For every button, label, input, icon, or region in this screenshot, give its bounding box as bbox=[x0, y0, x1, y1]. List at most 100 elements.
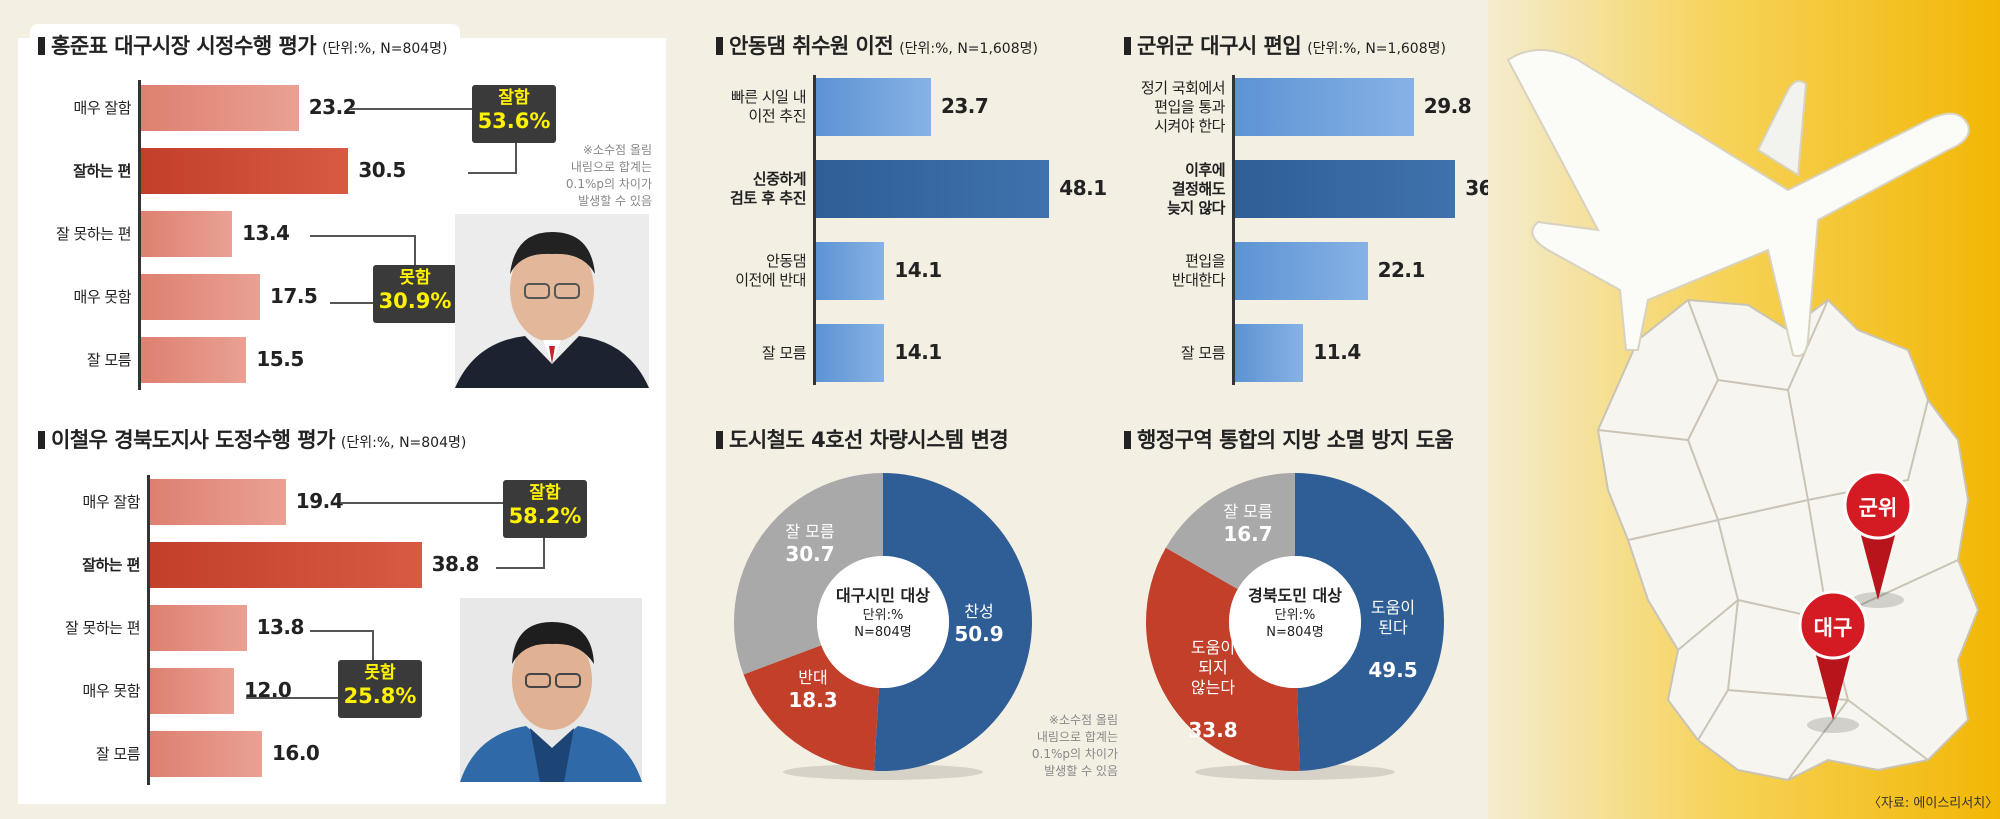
panel1-bad-label: 못함 bbox=[399, 268, 431, 288]
bar bbox=[1235, 324, 1304, 382]
bar bbox=[141, 85, 299, 131]
panel4-axis bbox=[1232, 75, 1235, 385]
panel1-good-value: 53.6% bbox=[477, 109, 551, 133]
panel1-bad-value: 30.9% bbox=[378, 289, 452, 313]
pin-gunwi-label: 군위 bbox=[1858, 496, 1898, 520]
bar bbox=[141, 211, 233, 257]
panel6-unknown-label: 잘 모름 16.7 bbox=[1210, 502, 1286, 546]
donut-slice bbox=[1165, 473, 1295, 590]
panel4-title-text: 군위군 대구시 편입 bbox=[1137, 34, 1302, 58]
pin-daegu-icon bbox=[1798, 590, 1868, 733]
title-marker bbox=[716, 431, 723, 449]
bar-label: 정기 국회에서 편입을 통과 시켜야 한다 bbox=[1140, 78, 1226, 135]
bar bbox=[150, 668, 234, 714]
panel1-good-connector bbox=[350, 108, 472, 110]
panel3-axis bbox=[813, 75, 816, 385]
bar-label: 안동댐 이전에 반대 bbox=[735, 252, 806, 289]
slice-label: 찬성 bbox=[964, 602, 994, 621]
bar-label: 잘 못하는 편 bbox=[64, 618, 141, 637]
bar bbox=[1235, 78, 1414, 136]
panel1-good-connector-3 bbox=[468, 172, 517, 174]
panel5-yes-label: 찬성 50.9 bbox=[944, 602, 1014, 646]
title-marker bbox=[716, 37, 723, 55]
panel2-bad-connector-2 bbox=[372, 630, 374, 660]
bar-value: 23.7 bbox=[940, 94, 989, 118]
slice-label: 반대 bbox=[798, 668, 828, 687]
bar-label: 잘 모름 bbox=[86, 350, 132, 369]
panel1-unit: (단위:%, N=804명) bbox=[322, 41, 448, 57]
donut-slice bbox=[734, 473, 883, 675]
bar bbox=[141, 274, 260, 320]
panel2-good-value: 58.2% bbox=[508, 504, 582, 528]
panel1-note: ※소수점 올림 내림으로 합계는 0.1%p의 차이가 발생할 수 있음 bbox=[565, 143, 652, 208]
panel6-title-text: 행정구역 통합의 지방 소멸 방지 도움 bbox=[1137, 428, 1454, 452]
slice-label: 잘 모름 bbox=[1223, 502, 1273, 521]
bar-value: 14.1 bbox=[894, 258, 942, 282]
panel2-bad-label: 못함 bbox=[364, 663, 396, 683]
bar-label: 신중하게 검토 후 추진 bbox=[730, 170, 806, 207]
pin-gunwi-icon bbox=[1843, 470, 1913, 608]
bar bbox=[141, 148, 349, 194]
panel5-no-label: 반대 18.3 bbox=[778, 668, 848, 712]
slice-label: 도움이 되지 않는다 bbox=[1190, 638, 1236, 697]
title-tab-2 bbox=[30, 418, 490, 452]
panel1-title-text: 홍준표 대구시장 시정수행 평가 bbox=[51, 34, 317, 58]
panel5-title: 도시철도 4호선 차량시스템 변경 bbox=[716, 424, 1009, 454]
panel1-axis bbox=[138, 80, 141, 390]
bar-value: 15.5 bbox=[256, 347, 304, 371]
donut-slice bbox=[1295, 473, 1444, 771]
bar-label: 빠른 시일 내 이전 추진 bbox=[730, 88, 807, 125]
donut-hole bbox=[817, 556, 949, 688]
bar-label: 잘하는 편 bbox=[82, 555, 140, 574]
title-marker bbox=[38, 37, 45, 55]
panel2-bad-badge: 못함 25.8% bbox=[338, 660, 422, 718]
panel6-center: 경북도민 대상 단위:% N=804명 bbox=[1237, 585, 1353, 641]
slice-value: 49.5 bbox=[1368, 658, 1418, 682]
bar-value: 13.8 bbox=[256, 615, 305, 639]
panel1-bad-connector-3 bbox=[330, 302, 376, 304]
panel5-unknown-label: 잘 모름 30.7 bbox=[772, 522, 848, 566]
bar-label: 매우 잘함 bbox=[73, 98, 132, 117]
panel5-center: 대구시민 대상 단위:% N=804명 bbox=[825, 585, 941, 641]
panel2-title: 이철우 경북도지사 도정수행 평가 (단위:%, N=804명) bbox=[38, 424, 466, 454]
bar-value: 23.2 bbox=[308, 95, 357, 119]
bar-value: 48.1 bbox=[1059, 176, 1107, 200]
title-marker bbox=[38, 431, 45, 449]
donut-shadow bbox=[783, 764, 983, 780]
bar bbox=[150, 605, 247, 651]
bar-value: 17.5 bbox=[270, 284, 318, 308]
donut-slice bbox=[874, 473, 1032, 771]
slice-label: 잘 모름 bbox=[785, 522, 835, 541]
bar-label: 잘 모름 bbox=[95, 744, 141, 763]
panel2-good-label: 잘함 bbox=[529, 483, 561, 503]
panel1-good-connector-2 bbox=[515, 140, 517, 173]
bar bbox=[150, 731, 262, 777]
bar-label: 잘 모름 bbox=[761, 343, 807, 362]
bar-label: 편입을 반대한다 bbox=[1171, 252, 1226, 289]
slice-value: 50.9 bbox=[954, 622, 1004, 646]
bar bbox=[1235, 242, 1368, 300]
bar-label: 매우 못함 bbox=[82, 681, 141, 700]
bar-label: 잘 못하는 편 bbox=[55, 224, 132, 243]
source-note: 〈자료: 에이스리서치〉 bbox=[1868, 796, 1999, 811]
slice-value: 33.8 bbox=[1188, 718, 1238, 742]
bar-value: 11.4 bbox=[1313, 340, 1361, 364]
slice-value: 30.7 bbox=[785, 542, 835, 566]
panel1-good-badge: 잘함 53.6% bbox=[472, 85, 556, 143]
bar bbox=[816, 78, 931, 136]
panel4-unit: (단위:%, N=1,608명) bbox=[1307, 41, 1446, 57]
bar bbox=[816, 160, 1050, 218]
panel4-title: 군위군 대구시 편입 (단위:%, N=1,608명) bbox=[1124, 30, 1446, 60]
panel2-bad-value: 25.8% bbox=[343, 684, 417, 708]
bar-label: 매우 잘함 bbox=[82, 492, 141, 511]
panel5-title-text: 도시철도 4호선 차량시스템 변경 bbox=[729, 428, 1009, 452]
bar bbox=[150, 479, 286, 525]
bar bbox=[816, 324, 885, 382]
panel6-title: 행정구역 통합의 지방 소멸 방지 도움 bbox=[1124, 424, 1454, 454]
donut-hole bbox=[1229, 556, 1361, 688]
title-marker bbox=[1124, 37, 1131, 55]
panel5-center-n: N=804명 bbox=[854, 625, 912, 640]
bar-value: 16.0 bbox=[272, 741, 320, 765]
title-tab-1 bbox=[30, 24, 460, 58]
province-map bbox=[1596, 298, 1980, 782]
